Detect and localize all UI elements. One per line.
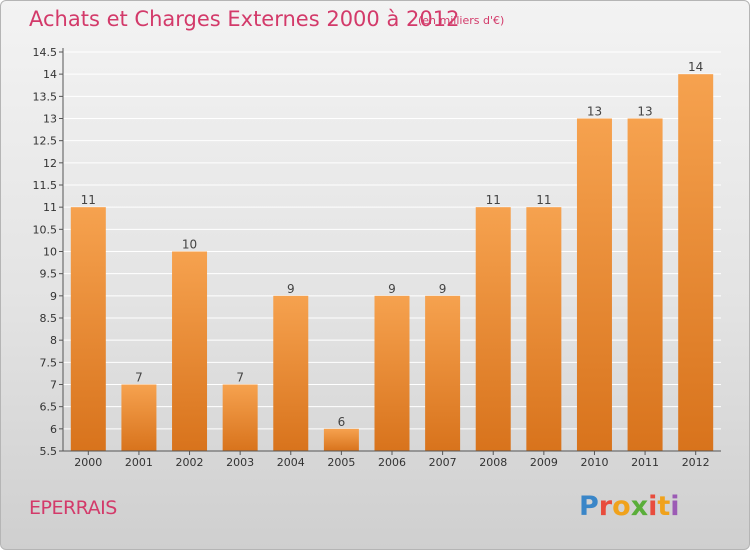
x-tick-label-2010: 2010 (580, 456, 608, 469)
y-tick-label: 14.5 (33, 46, 58, 59)
y-tick-label: 10.5 (33, 223, 58, 236)
y-tick-label: 7.5 (40, 356, 58, 369)
x-tick-label-2005: 2005 (327, 456, 355, 469)
data-label-2008: 11 (486, 193, 501, 207)
x-tick-label-2008: 2008 (479, 456, 507, 469)
x-axis: 2000 2001 2002 2003 2004 2005 2006 2007 2008 2009… (63, 450, 721, 469)
y-tick-label: 6 (50, 423, 57, 436)
bars: 11 7 10 7 9 6 9 9 11 11 13 13 14 (70, 60, 714, 452)
y-tick-label: 9.5 (40, 268, 58, 281)
data-label-2012: 14 (688, 60, 703, 74)
logo-letter: i (670, 491, 680, 522)
y-tick-label: 7 (50, 379, 57, 392)
y-tick-label: 12 (43, 157, 57, 170)
x-tick-label-2006: 2006 (378, 456, 406, 469)
x-tick-label-2012: 2012 (682, 456, 710, 469)
bar-2008 (475, 207, 511, 451)
x-tick-label-2003: 2003 (226, 456, 254, 469)
data-label-2007: 9 (439, 282, 447, 296)
bar-2006 (374, 295, 410, 451)
logo-letter: o (612, 491, 631, 522)
bar-2004 (273, 295, 309, 451)
data-label-2002: 10 (182, 238, 197, 252)
x-tick-label-2002: 2002 (176, 456, 204, 469)
x-tick-label-2001: 2001 (125, 456, 153, 469)
bar-2001 (121, 384, 157, 451)
commune-name: EPERRAIS (29, 497, 117, 519)
data-label-2000: 11 (81, 193, 96, 207)
y-tick-label: 13 (43, 113, 57, 126)
data-label-2009: 11 (536, 193, 551, 207)
logo-letter: r (598, 491, 613, 522)
logo-letter: P (579, 491, 599, 522)
x-tick-label-2011: 2011 (631, 456, 659, 469)
y-tick-label: 13.5 (33, 90, 58, 103)
bar-2002 (172, 251, 208, 451)
bar-2009 (526, 207, 562, 451)
y-tick-label: 11 (43, 201, 57, 214)
x-tick-label-2007: 2007 (429, 456, 457, 469)
bar-2003 (222, 384, 258, 451)
unit-note: (en milliers d'€) (418, 14, 505, 27)
y-axis: 5.5 6 6.5 7 7.5 8 8.5 9 9.5 10 10.5 11 11.5 12 12.5 13 1… (33, 46, 64, 458)
bar-2007 (425, 295, 461, 451)
logo-letter: i (648, 491, 658, 522)
x-tick-label-2009: 2009 (530, 456, 558, 469)
y-tick-label: 8.5 (40, 312, 58, 325)
data-label-2010: 13 (587, 105, 602, 119)
y-tick-label: 10 (43, 246, 57, 259)
data-label-2004: 9 (287, 282, 295, 296)
data-label-2011: 13 (637, 105, 652, 119)
proxiti-logo[interactable]: Proxiti (579, 491, 680, 522)
data-label-2003: 7 (236, 371, 244, 385)
x-tick-label-2000: 2000 (74, 456, 102, 469)
y-tick-label: 14 (43, 68, 57, 81)
x-tick-label-2004: 2004 (277, 456, 305, 469)
bar-2010 (576, 118, 612, 451)
y-tick-label: 12.5 (33, 135, 58, 148)
data-label-2001: 7 (135, 371, 143, 385)
bar-2011 (627, 118, 663, 451)
y-tick-label: 11.5 (33, 179, 58, 192)
y-tick-label: 8 (50, 334, 57, 347)
bar-2012 (678, 74, 714, 452)
bar-2005 (323, 428, 359, 451)
bar-2000 (70, 207, 106, 451)
logo-letter: x (630, 491, 649, 522)
y-tick-label: 5.5 (40, 445, 58, 458)
logo-letter: t (657, 491, 671, 522)
y-tick-label: 9 (50, 290, 57, 303)
y-tick-label: 6.5 (40, 401, 58, 414)
chart-title: Achats et Charges Externes 2000 à 2012 (29, 7, 460, 31)
data-label-2005: 6 (338, 415, 346, 429)
data-label-2006: 9 (388, 282, 396, 296)
